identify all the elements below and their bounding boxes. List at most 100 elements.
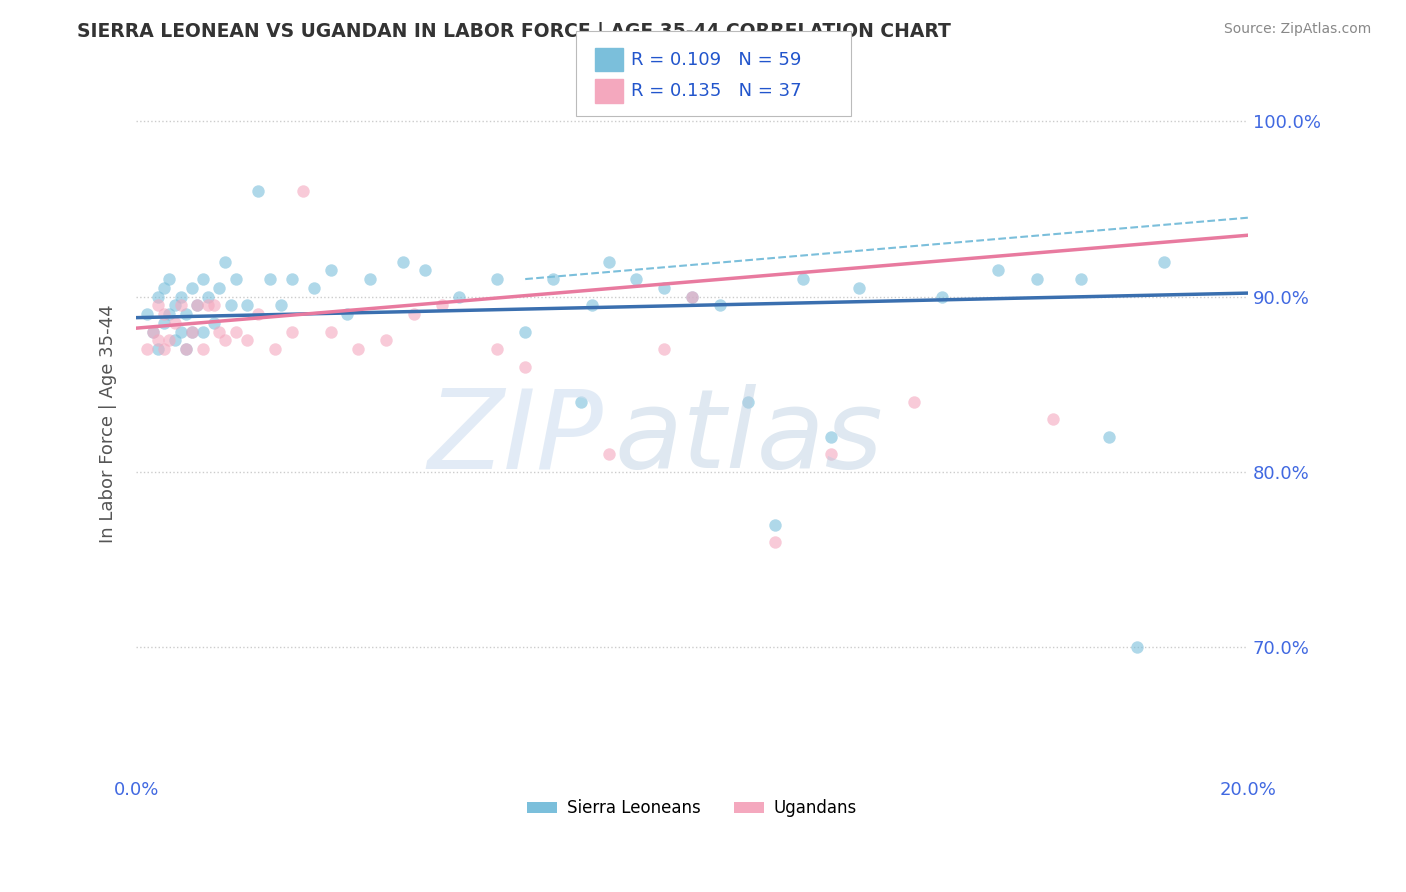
Point	[247, 185, 270, 199]
Point	[598, 447, 620, 461]
Point	[820, 430, 842, 444]
Point	[197, 290, 219, 304]
Point	[136, 307, 159, 321]
Point	[191, 272, 214, 286]
Point	[174, 307, 197, 321]
Point	[153, 316, 176, 330]
Point	[336, 307, 359, 321]
Point	[486, 342, 509, 356]
Point	[169, 298, 191, 312]
Point	[447, 290, 470, 304]
Point	[281, 325, 304, 339]
Point	[191, 342, 214, 356]
Point	[515, 325, 537, 339]
Text: R = 0.109   N = 59: R = 0.109 N = 59	[631, 51, 801, 69]
Point	[236, 298, 259, 312]
Point	[163, 334, 186, 348]
Point	[142, 325, 165, 339]
Point	[208, 281, 231, 295]
Point	[225, 272, 247, 286]
Point	[247, 307, 270, 321]
Point	[180, 325, 202, 339]
Point	[375, 334, 398, 348]
Point	[270, 298, 292, 312]
Point	[191, 325, 214, 339]
Point	[159, 307, 181, 321]
Point	[142, 325, 165, 339]
Point	[569, 394, 592, 409]
Text: ZIP: ZIP	[427, 384, 603, 491]
Point	[148, 298, 170, 312]
Point	[180, 325, 202, 339]
Point	[541, 272, 564, 286]
Point	[652, 281, 675, 295]
Point	[931, 290, 953, 304]
Point	[681, 290, 703, 304]
Text: Source: ZipAtlas.com: Source: ZipAtlas.com	[1223, 22, 1371, 37]
Point	[153, 342, 176, 356]
Point	[186, 298, 208, 312]
Point	[987, 263, 1010, 277]
Point	[202, 316, 225, 330]
Point	[148, 290, 170, 304]
Text: atlas: atlas	[614, 384, 883, 491]
Point	[259, 272, 281, 286]
Point	[159, 272, 181, 286]
Point	[159, 334, 181, 348]
Point	[1070, 272, 1092, 286]
Point	[174, 342, 197, 356]
Point	[792, 272, 814, 286]
Point	[486, 272, 509, 286]
Point	[737, 394, 759, 409]
Point	[186, 298, 208, 312]
Point	[214, 334, 236, 348]
Point	[214, 254, 236, 268]
Point	[347, 342, 370, 356]
Point	[763, 517, 786, 532]
Point	[202, 298, 225, 312]
Legend: Sierra Leoneans, Ugandans: Sierra Leoneans, Ugandans	[520, 793, 863, 824]
Point	[763, 535, 786, 549]
Point	[1025, 272, 1047, 286]
Point	[169, 325, 191, 339]
Point	[1153, 254, 1175, 268]
Point	[225, 325, 247, 339]
Point	[681, 290, 703, 304]
Y-axis label: In Labor Force | Age 35-44: In Labor Force | Age 35-44	[100, 304, 117, 543]
Point	[903, 394, 925, 409]
Point	[163, 316, 186, 330]
Point	[430, 298, 453, 312]
Point	[359, 272, 381, 286]
Point	[180, 281, 202, 295]
Point	[515, 359, 537, 374]
Point	[148, 334, 170, 348]
Point	[208, 325, 231, 339]
Point	[598, 254, 620, 268]
Point	[626, 272, 648, 286]
Point	[581, 298, 603, 312]
Text: SIERRA LEONEAN VS UGANDAN IN LABOR FORCE | AGE 35-44 CORRELATION CHART: SIERRA LEONEAN VS UGANDAN IN LABOR FORCE…	[77, 22, 952, 42]
Point	[148, 342, 170, 356]
Point	[1125, 640, 1147, 655]
Point	[848, 281, 870, 295]
Point	[281, 272, 304, 286]
Point	[236, 334, 259, 348]
Point	[302, 281, 325, 295]
Point	[163, 298, 186, 312]
Point	[136, 342, 159, 356]
Point	[402, 307, 425, 321]
Point	[264, 342, 287, 356]
Text: R = 0.135   N = 37: R = 0.135 N = 37	[631, 82, 801, 100]
Point	[169, 290, 191, 304]
Point	[319, 325, 342, 339]
Point	[1042, 412, 1064, 426]
Point	[392, 254, 415, 268]
Point	[174, 342, 197, 356]
Point	[197, 298, 219, 312]
Point	[153, 307, 176, 321]
Point	[219, 298, 242, 312]
Point	[652, 342, 675, 356]
Point	[291, 185, 314, 199]
Point	[709, 298, 731, 312]
Point	[1098, 430, 1121, 444]
